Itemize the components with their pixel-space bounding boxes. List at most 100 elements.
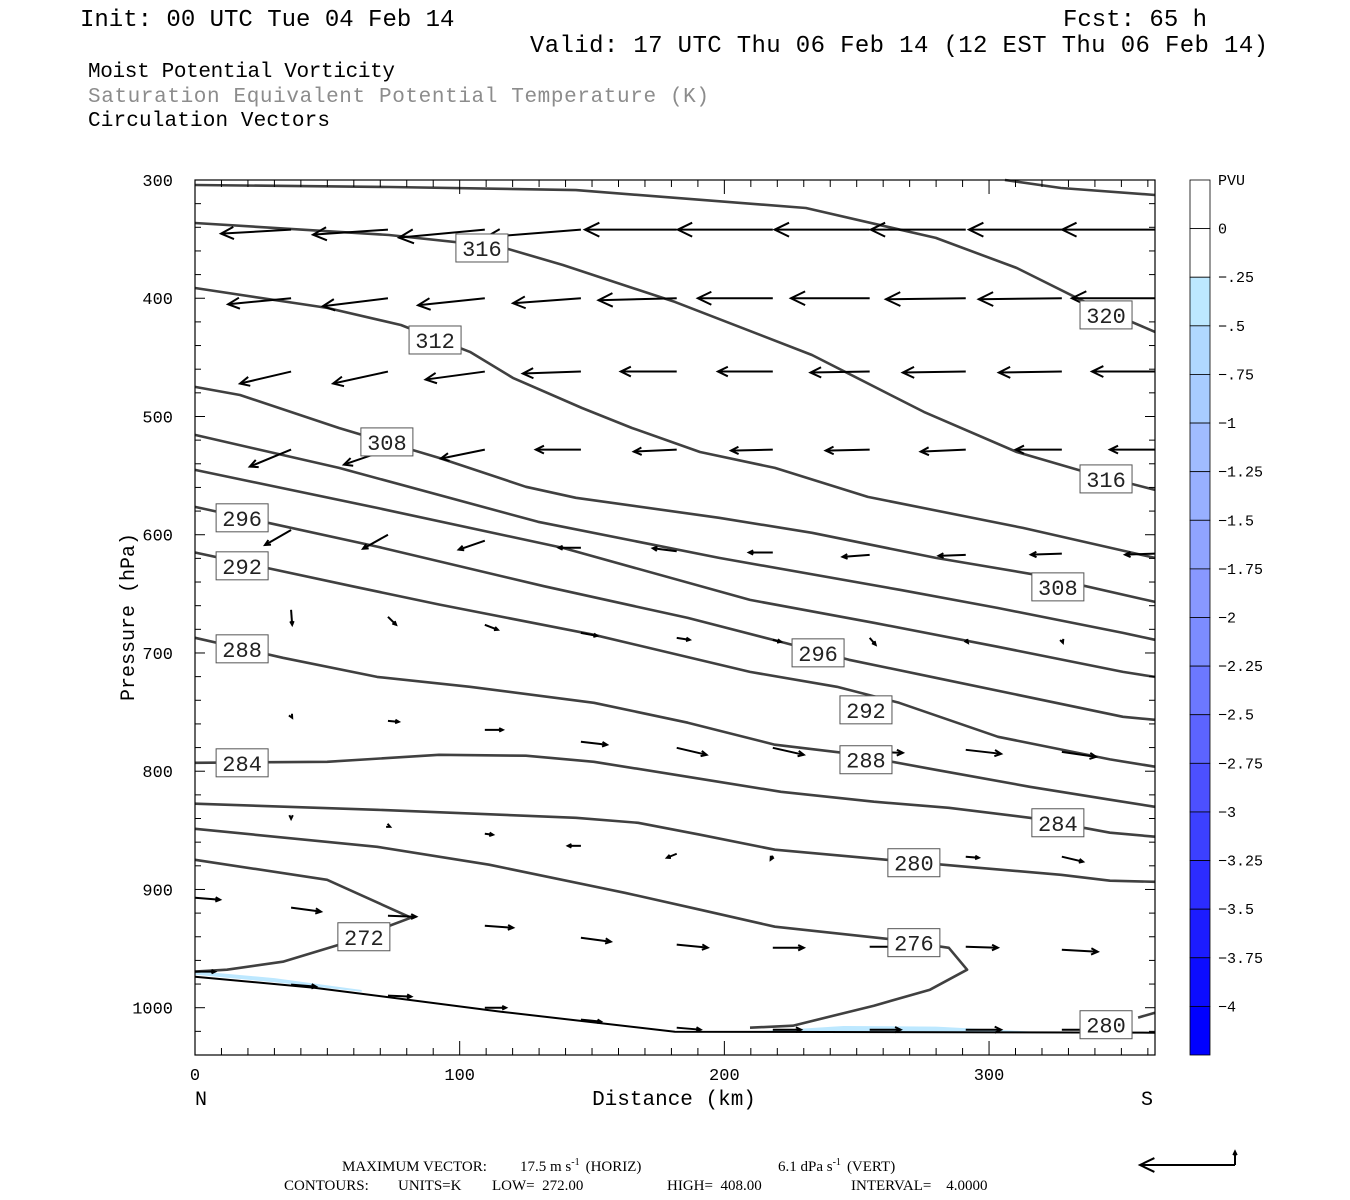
colorbar-label: −1.25 [1218,465,1263,482]
vector-head [237,376,251,387]
vector-shaft [1030,552,1062,556]
footer: MAXIMUM VECTOR: 17.5 m s-1 (HORIZ) 6.1 dP… [284,1157,988,1194]
vector-shaft [730,448,773,452]
y-tick-label: 400 [142,291,173,310]
circulation-vector [772,1026,804,1034]
contour-label-box [215,748,269,778]
vector-shaft [194,896,221,901]
y-axis-label: Pressure (hPa) [118,533,141,701]
vert-max-vector: 6.1 dPa s-1 (VERT) [778,1157,895,1175]
vector-head [1078,858,1086,864]
vector-head [823,445,835,456]
colorbar-label: −3.75 [1218,951,1263,968]
circulation-vector [423,370,485,385]
circulation-vector [225,296,292,310]
circulation-vector [963,638,970,645]
y-axis: 300 400 500 600 700 800 900 1000 [132,173,173,1020]
contour-label-box [1031,808,1085,838]
vector-shaft [522,370,581,375]
vector-head [918,446,930,457]
circulation-vector [918,446,966,457]
vector-shaft [387,994,412,998]
vector-head [797,750,806,758]
circulation-vector [676,1026,703,1033]
contour-label: 288 [215,634,269,664]
vector-shaft [885,297,966,301]
contour-line-320 [194,183,1156,334]
init-time: Init: 00 UTC Tue 04 Feb 14 [80,7,454,34]
colorbar-label: 0 [1218,222,1227,239]
contour-label: 276 [887,928,941,958]
contour-label-box [360,427,414,457]
contour-label: 316 [1079,464,1133,494]
vector-head [1059,638,1065,646]
y-tick-label: 800 [142,764,173,783]
contour-line-280 [1137,1011,1156,1019]
contour-label-box [791,638,845,668]
vector-shaft [1061,948,1098,953]
vector-head [772,221,790,238]
circulation-vector [772,944,807,952]
vector-head [976,291,994,307]
vector-head [994,749,1004,758]
circulation-vector [484,623,501,632]
circulation-vector [966,221,1062,238]
colorbar-label: −.25 [1218,270,1254,287]
colorbar-label: −.5 [1218,319,1245,336]
contour-label-text: 308 [367,432,407,457]
circulation-vector [715,365,773,378]
contour-label-box [1079,300,1133,330]
circulation-vector [580,740,610,748]
circulation-vector [533,444,581,455]
contour-label-text: 284 [222,753,262,778]
circulation-vector [310,226,389,242]
circulation-vector [965,1025,1004,1034]
field-title-thetaes: Saturation Equivalent Potential Temperat… [88,86,709,109]
vector-head [330,375,345,388]
circulation-vector [237,370,292,387]
colorbar-cell [1189,374,1211,424]
circulation-vector [965,854,982,861]
vector-shaft [417,297,485,307]
vector-head [1089,752,1099,760]
contour-units: UNITS=K [398,1178,462,1194]
colorbar-cell [1189,519,1211,570]
contour-line-324 [1004,178,1156,197]
circulation-vector [288,814,294,822]
circulation-vector [484,831,496,838]
vector-shaft [484,623,499,631]
circulation-vector [840,553,870,560]
vector-head [396,228,415,245]
vector-head [386,823,393,828]
colorbar-cell [1189,1005,1211,1056]
vector-shaft [978,297,1062,301]
circulation-vector [415,297,485,311]
circulation-vector [565,843,581,849]
circulation-vector [218,225,292,240]
colorbar-cell [1189,811,1211,861]
x-tick-label: 0 [190,1067,200,1086]
vector-head [788,290,806,306]
contour-label-box [887,928,941,958]
vector-shaft [676,746,707,756]
circulation-vector [1061,750,1099,760]
vector-head [582,221,600,238]
contour-label: 312 [408,325,462,355]
contour-label-text: 292 [846,700,886,725]
circulation-vector [387,718,402,725]
colorbar-cell [1189,179,1211,230]
contour-label-box [215,503,269,533]
contour-labels: 316 312 308 296 292 288 284 272 320 316 308 296 292 2… [215,233,1133,1040]
vector-shaft [676,943,708,949]
colorbar-label: −3 [1218,805,1236,822]
vector-shaft [580,1018,602,1023]
vector-head [520,367,534,380]
vector-head [596,292,614,308]
vector-head [974,854,982,861]
circulation-vector [320,297,389,312]
vector-head [1090,947,1100,956]
contour-line-308 [194,385,1156,604]
vector-head [797,944,807,952]
circulation-vector [194,896,223,903]
colorbar-cell [1189,276,1211,327]
